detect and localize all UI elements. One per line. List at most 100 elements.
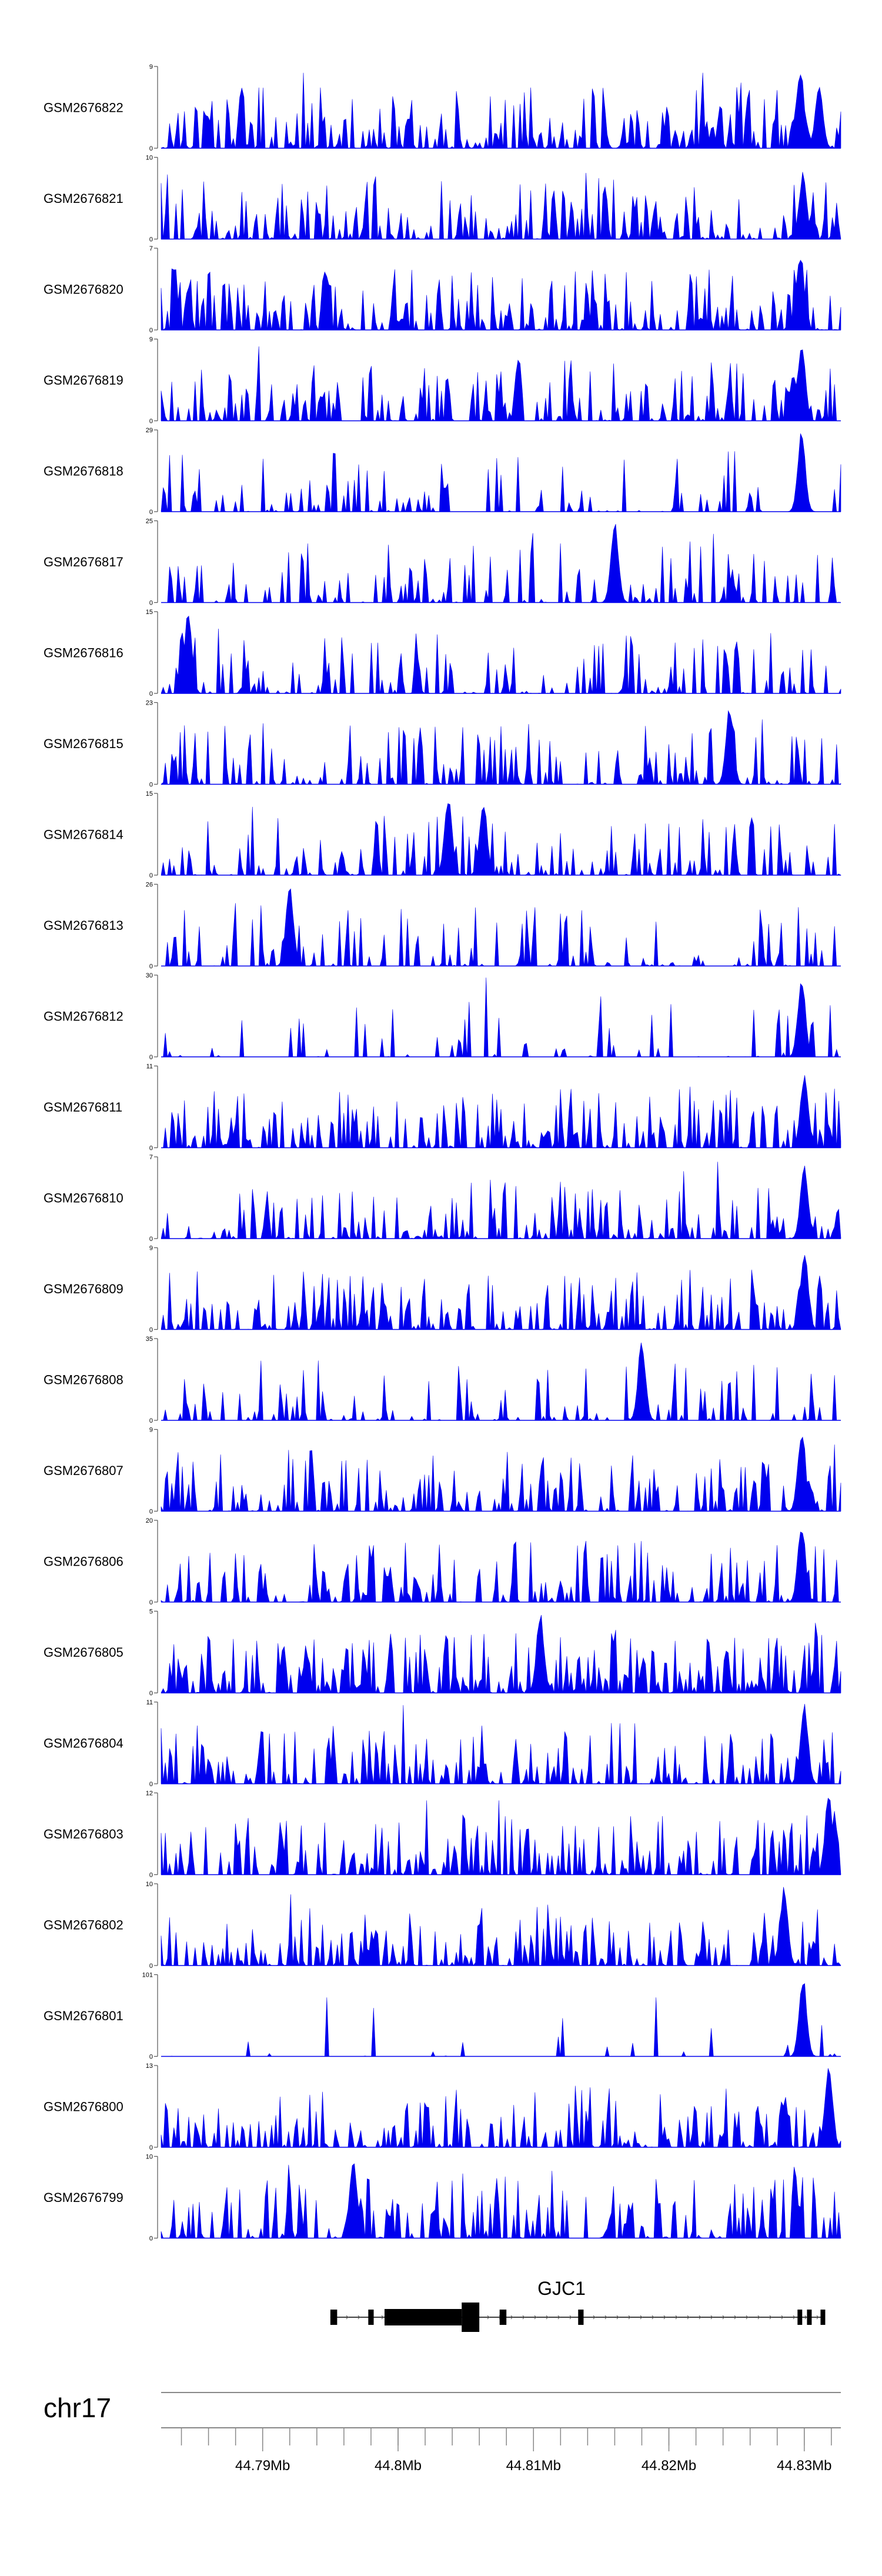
coverage-track: GSM2676808 35 0 xyxy=(44,1336,841,1424)
coverage-area xyxy=(161,615,841,694)
coverage-track: GSM2676816 15 0 xyxy=(44,609,841,698)
coverage-track: GSM2676812 30 0 xyxy=(44,972,841,1061)
track-label: GSM2676805 xyxy=(44,1645,123,1660)
coverage-area xyxy=(161,1983,841,2057)
coverage-track: GSM2676806 20 0 xyxy=(44,1517,841,1606)
gene-exon xyxy=(330,2310,338,2325)
y-min-label: 0 xyxy=(149,1236,153,1243)
coverage-track: GSM2676809 9 0 xyxy=(44,1245,841,1334)
strand-arrow xyxy=(652,2315,654,2320)
coverage-area xyxy=(161,1162,841,1240)
track-label: GSM2676822 xyxy=(44,101,123,115)
coverage-area xyxy=(161,1887,841,1966)
track-label: GSM2676818 xyxy=(44,464,123,479)
track-label: GSM2676810 xyxy=(44,1191,123,1206)
track-label: GSM2676801 xyxy=(44,2008,123,2023)
y-min-label: 0 xyxy=(149,327,153,334)
y-max-label: 7 xyxy=(149,245,153,252)
coverage-track: GSM2676814 15 0 xyxy=(44,790,842,879)
strand-arrow xyxy=(510,2315,513,2320)
y-min-label: 0 xyxy=(149,782,153,789)
axis-tick-label: 44.8Mb xyxy=(375,2458,422,2474)
y-max-label: 11 xyxy=(146,1063,153,1070)
y-max-label: 10 xyxy=(146,2154,153,2161)
y-max-label: 7 xyxy=(149,1154,153,1161)
coverage-track: GSM2676819 9 0 xyxy=(44,336,841,425)
track-label: GSM2676811 xyxy=(44,1100,122,1115)
y-max-label: 10 xyxy=(146,1881,153,1888)
strand-arrow xyxy=(628,2315,631,2320)
coverage-track: GSM2676815 23 0 xyxy=(44,700,841,789)
y-min-label: 0 xyxy=(149,1145,153,1152)
strand-arrow xyxy=(675,2315,678,2320)
coverage-track: GSM2676811 11 0 xyxy=(44,1063,841,1152)
y-max-label: 5 xyxy=(149,1609,153,1616)
track-label: GSM2676821 xyxy=(44,191,123,206)
y-max-label: 15 xyxy=(146,790,153,798)
coverage-track: GSM2676820 7 0 xyxy=(44,245,841,334)
strand-arrow xyxy=(710,2315,713,2320)
strand-arrow xyxy=(781,2315,784,2320)
y-min-label: 0 xyxy=(149,1963,153,1970)
coverage-area xyxy=(161,1531,841,1603)
coverage-track: GSM2676804 11 0 xyxy=(44,1699,841,1788)
coverage-track: GSM2676801 101 0 xyxy=(44,1972,841,2061)
strand-arrow xyxy=(604,2315,607,2320)
track-label: GSM2676807 xyxy=(44,1463,123,1478)
gene-exon xyxy=(462,2303,480,2332)
track-label: GSM2676800 xyxy=(44,2100,123,2114)
y-max-label: 20 xyxy=(146,1517,153,1524)
strand-arrow xyxy=(522,2315,525,2320)
axis-tick-label: 44.82Mb xyxy=(642,2458,696,2474)
strand-arrow xyxy=(346,2315,349,2320)
strand-arrow xyxy=(746,2315,749,2320)
strand-arrow xyxy=(663,2315,666,2320)
y-min-label: 0 xyxy=(149,1599,153,1606)
strand-arrow xyxy=(687,2315,690,2320)
coverage-track: GSM2676802 10 0 xyxy=(44,1881,841,1970)
strand-arrow xyxy=(569,2315,572,2320)
coverage-area xyxy=(161,1797,841,1876)
coverage-area xyxy=(161,433,841,513)
strand-arrow xyxy=(546,2315,549,2320)
strand-arrow xyxy=(557,2315,560,2320)
track-label: GSM2676799 xyxy=(44,2190,123,2205)
coverage-track: GSM2676805 5 0 xyxy=(44,1609,841,1697)
track-label: GSM2676820 xyxy=(44,282,123,297)
y-max-label: 12 xyxy=(146,1790,153,1797)
y-min-label: 0 xyxy=(149,1690,153,1697)
axis-tick-label: 44.79Mb xyxy=(235,2458,290,2474)
y-min-label: 0 xyxy=(149,1417,153,1424)
y-max-label: 101 xyxy=(142,1972,153,1979)
coverage-area xyxy=(161,803,842,876)
y-min-label: 0 xyxy=(149,1781,153,1788)
strand-arrow xyxy=(616,2315,619,2320)
coverage-area xyxy=(161,977,841,1058)
gene-exon xyxy=(820,2310,826,2325)
y-max-label: 15 xyxy=(146,609,153,616)
y-min-label: 0 xyxy=(149,690,153,698)
y-max-label: 11 xyxy=(146,1699,153,1706)
coverage-area xyxy=(161,1704,841,1785)
axis-tick-label: 44.81Mb xyxy=(506,2458,561,2474)
y-min-label: 0 xyxy=(149,872,153,879)
coverage-track: GSM2676803 12 0 xyxy=(44,1790,841,1879)
track-label: GSM2676819 xyxy=(44,373,123,388)
gene-exon xyxy=(797,2310,803,2325)
y-min-label: 0 xyxy=(149,963,153,970)
coverage-area xyxy=(161,888,841,967)
genome-axis: chr17 44.79Mb 44.8Mb 44.81Mb 44.82Mb 44.83Mb xyxy=(44,2392,841,2474)
y-max-label: 35 xyxy=(146,1336,153,1343)
coverage-track: GSM2676799 10 0 xyxy=(44,2154,841,2243)
y-min-label: 0 xyxy=(149,418,153,425)
coverage-area xyxy=(161,710,841,785)
coverage-area xyxy=(161,1615,841,1694)
track-label: GSM2676802 xyxy=(44,1918,123,1933)
gene-exon xyxy=(499,2310,507,2325)
y-max-label: 13 xyxy=(146,2063,153,2070)
track-label: GSM2676809 xyxy=(44,1282,123,1296)
y-min-label: 0 xyxy=(149,145,153,152)
axis-tick-label: 44.83Mb xyxy=(777,2458,831,2474)
y-min-label: 0 xyxy=(149,1872,153,1879)
